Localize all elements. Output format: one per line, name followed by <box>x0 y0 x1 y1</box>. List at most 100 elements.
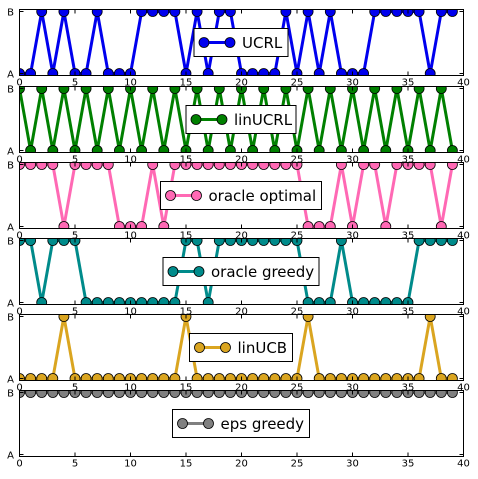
data-point <box>169 86 181 94</box>
data-point <box>247 162 258 170</box>
data-point <box>413 86 425 94</box>
data-point <box>58 221 70 229</box>
data-point <box>258 68 270 76</box>
data-point <box>247 373 258 381</box>
data-point <box>80 68 92 76</box>
x-tick-label: 10 <box>124 307 137 318</box>
x-tick-label: 20 <box>235 155 248 166</box>
data-point <box>136 145 147 153</box>
data-point <box>136 297 147 305</box>
data-point <box>158 373 170 381</box>
data-point <box>391 390 403 398</box>
x-tick-label: 0 <box>16 383 22 394</box>
data-point <box>58 9 70 17</box>
data-point <box>191 86 203 94</box>
data-point <box>247 390 258 398</box>
data-point <box>313 373 325 381</box>
data-point <box>36 297 48 305</box>
data-point <box>369 86 381 94</box>
data-point <box>169 373 181 381</box>
data-point <box>302 314 314 322</box>
data-point <box>80 373 92 381</box>
legend-marker <box>177 418 188 429</box>
data-point <box>225 238 236 246</box>
data-point <box>447 9 458 17</box>
data-point <box>447 373 458 381</box>
data-point <box>25 373 36 381</box>
data-point <box>424 238 436 246</box>
data-point <box>25 68 36 76</box>
y-tick-label: A <box>7 147 14 158</box>
x-tick-label: 40 <box>457 383 470 394</box>
data-point <box>213 9 225 17</box>
x-tick-label: 15 <box>180 383 193 394</box>
data-point <box>413 373 425 381</box>
data-point <box>147 297 159 305</box>
data-point <box>147 9 159 17</box>
data-point <box>247 68 258 76</box>
data-point <box>280 238 292 246</box>
data-point <box>269 68 281 76</box>
data-point <box>280 390 292 398</box>
data-point <box>358 145 369 153</box>
data-point <box>147 390 159 398</box>
data-point <box>424 390 436 398</box>
data-point <box>47 162 59 170</box>
data-point <box>213 373 225 381</box>
data-point <box>36 86 48 94</box>
data-point <box>269 162 281 170</box>
data-point <box>258 162 270 170</box>
x-tick-label: 40 <box>457 307 470 318</box>
x-tick-label: 20 <box>235 383 248 394</box>
data-point <box>269 238 281 246</box>
data-point <box>358 162 369 170</box>
x-tick-label: 25 <box>291 231 304 242</box>
data-point <box>324 390 336 398</box>
y-tick-label: B <box>7 237 14 248</box>
data-point <box>202 145 214 153</box>
data-point <box>202 373 214 381</box>
legend-marker <box>191 190 202 201</box>
data-point <box>202 297 214 305</box>
data-point <box>169 297 181 305</box>
data-point <box>191 238 203 246</box>
data-point <box>136 9 147 17</box>
data-point <box>424 314 436 322</box>
x-tick-label: 40 <box>457 459 470 470</box>
data-point <box>380 297 392 305</box>
data-point <box>91 145 103 153</box>
legend-marker <box>203 418 214 429</box>
data-point <box>191 373 203 381</box>
data-point <box>413 162 425 170</box>
legend-label: linUCRL <box>234 111 293 129</box>
data-point <box>280 162 292 170</box>
x-tick-label: 25 <box>291 307 304 318</box>
data-point <box>47 390 59 398</box>
data-point <box>25 390 36 398</box>
data-point <box>269 145 281 153</box>
x-tick-label: 5 <box>72 459 78 470</box>
data-point <box>369 162 381 170</box>
data-point <box>358 390 369 398</box>
data-point <box>80 86 92 94</box>
data-point <box>114 221 125 229</box>
x-tick-label: 15 <box>180 307 193 318</box>
legend-label: oracle optimal <box>209 187 317 205</box>
data-point <box>302 297 314 305</box>
x-tick-label: 10 <box>124 231 137 242</box>
data-point <box>147 162 159 170</box>
data-point <box>91 162 103 170</box>
data-point <box>269 390 281 398</box>
x-tick-label: 30 <box>346 231 359 242</box>
x-tick-label: 20 <box>235 78 248 89</box>
x-tick-label: 0 <box>16 155 22 166</box>
legend-label: oracle greedy <box>211 263 314 281</box>
data-point <box>114 390 125 398</box>
legend-label: eps greedy <box>221 415 305 433</box>
data-point <box>302 9 314 17</box>
y-tick-label: A <box>7 375 14 386</box>
data-point <box>191 390 203 398</box>
y-tick-label: B <box>7 161 14 172</box>
